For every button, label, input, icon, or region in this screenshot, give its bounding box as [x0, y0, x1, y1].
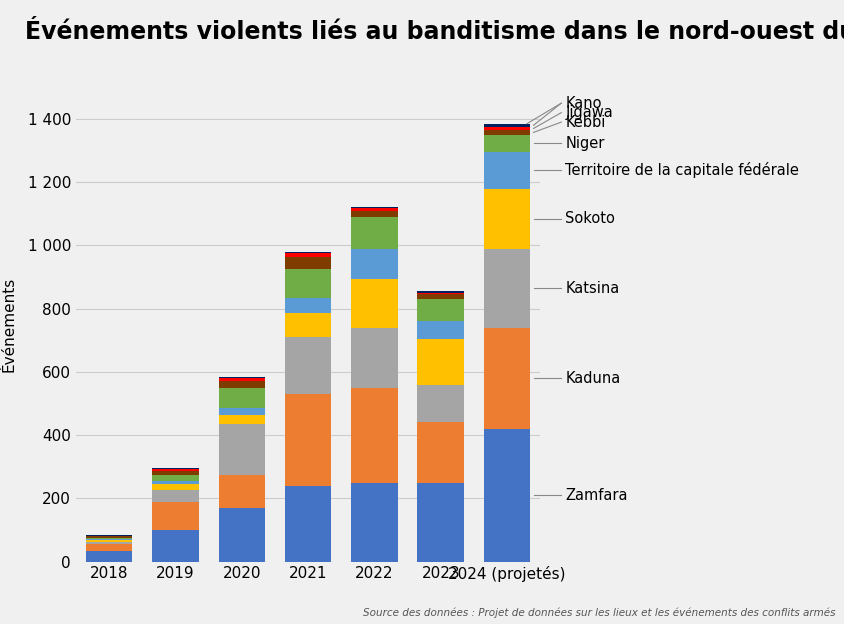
Bar	[284, 298, 331, 313]
Bar	[418, 339, 464, 384]
Bar	[152, 530, 198, 562]
Bar	[219, 388, 265, 408]
Bar	[484, 328, 530, 429]
Bar	[418, 321, 464, 339]
Bar	[284, 337, 331, 394]
Text: Kano: Kano	[565, 95, 602, 110]
Bar	[484, 130, 530, 135]
Bar	[152, 475, 198, 481]
Bar	[219, 381, 265, 388]
Text: Katsina: Katsina	[565, 281, 619, 296]
Bar	[284, 269, 331, 298]
Bar	[219, 414, 265, 424]
Bar	[152, 469, 198, 471]
Bar	[484, 188, 530, 248]
Bar	[418, 482, 464, 562]
Text: Source des données : Projet de données sur les lieux et les événements des confl: Source des données : Projet de données s…	[363, 607, 836, 618]
Bar	[284, 485, 331, 562]
Bar	[351, 248, 398, 279]
Text: Zamfara: Zamfara	[565, 488, 628, 503]
Bar	[484, 152, 530, 188]
Bar	[86, 542, 133, 544]
Bar	[484, 248, 530, 328]
Bar	[219, 475, 265, 508]
Bar	[152, 471, 198, 475]
Bar	[86, 540, 133, 542]
Bar	[418, 295, 464, 299]
Text: Niger: Niger	[565, 136, 605, 151]
Bar	[351, 208, 398, 212]
Bar	[219, 408, 265, 414]
Bar	[219, 377, 265, 378]
Bar	[219, 424, 265, 475]
Bar	[418, 422, 464, 482]
Bar	[219, 378, 265, 381]
Bar	[351, 207, 398, 208]
Bar	[484, 429, 530, 562]
Bar	[351, 328, 398, 388]
Bar	[351, 279, 398, 328]
Bar	[219, 508, 265, 562]
Bar	[418, 291, 464, 293]
Text: Kaduna: Kaduna	[565, 371, 620, 386]
Bar	[351, 388, 398, 482]
Bar	[351, 482, 398, 562]
Bar	[284, 313, 331, 337]
Text: Événements violents liés au banditisme dans le nord-ouest du Nigeria: Événements violents liés au banditisme d…	[25, 16, 844, 44]
Text: Jigawa: Jigawa	[565, 105, 614, 120]
Bar	[284, 251, 331, 253]
Y-axis label: Événements: Événements	[2, 277, 17, 372]
Bar	[351, 217, 398, 248]
Bar	[418, 384, 464, 422]
Bar	[484, 124, 530, 127]
Text: Territoire de la capitale fédérale: Territoire de la capitale fédérale	[565, 162, 799, 178]
Bar	[418, 293, 464, 295]
Bar	[152, 490, 198, 502]
Bar	[86, 537, 133, 539]
Bar	[284, 253, 331, 256]
Bar	[86, 550, 133, 562]
Bar	[284, 394, 331, 485]
Bar	[86, 536, 133, 537]
Bar	[86, 539, 133, 540]
Bar	[86, 544, 133, 550]
Bar	[351, 212, 398, 217]
Bar	[284, 256, 331, 269]
Bar	[484, 135, 530, 152]
Bar	[86, 535, 133, 536]
Bar	[152, 502, 198, 530]
Text: Kebbi: Kebbi	[565, 115, 606, 130]
Bar	[484, 127, 530, 130]
Bar	[418, 299, 464, 321]
Bar	[152, 484, 198, 490]
Text: Sokoto: Sokoto	[565, 211, 615, 226]
Bar	[152, 481, 198, 484]
